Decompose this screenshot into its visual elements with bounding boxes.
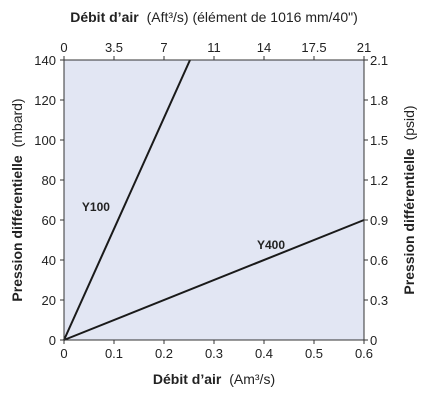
right-tick-label: 0.3: [370, 293, 388, 308]
left-tick-label: 0: [49, 333, 56, 348]
right-axis-title-bold: Pression différentielle: [401, 148, 417, 294]
top-tick-label: 7: [160, 40, 167, 55]
series-label-y400: Y400: [257, 238, 285, 252]
top-tick-label: 11: [207, 40, 221, 55]
left-tick-label: 20: [42, 293, 56, 308]
right-tick-label: 2.1: [370, 53, 388, 68]
top-axis-title-unit: (Aft³/s) (élément de 1016 mm/40"): [147, 9, 358, 25]
plot-area: [64, 60, 364, 340]
series-line-y100: [63, 59, 191, 341]
right-tick-label: 1.8: [370, 93, 388, 108]
series-line-y400: [63, 219, 365, 341]
bottom-tick-label: 0.4: [255, 346, 273, 361]
left-tick-label: 60: [42, 213, 56, 228]
bottom-tick-label: 0.6: [355, 346, 373, 361]
right-tick-label: 0.9: [370, 213, 388, 228]
bottom-axis-title-bold: Débit d’air: [153, 371, 222, 387]
left-axis-title-bold: Pression différentielle: [9, 155, 25, 301]
left-tick-label: 100: [34, 133, 56, 148]
left-tick-label: 140: [34, 53, 56, 68]
right-tick-label: 0: [370, 333, 377, 348]
bottom-tick-label: 0.1: [105, 346, 123, 361]
right-tick-label: 1.2: [370, 173, 388, 188]
bottom-axis-title-unit: (Am³/s): [229, 371, 275, 387]
bottom-tick-label: 0.2: [155, 346, 173, 361]
top-tick-label: 17.5: [301, 40, 326, 55]
bottom-tick-label: 0.3: [205, 346, 223, 361]
right-tick-label: 1.5: [370, 133, 388, 148]
top-tick-label: 3.5: [105, 40, 123, 55]
right-axis-title: Pression différentielle (psid): [401, 105, 417, 294]
series-layer: Y100 Y400: [63, 59, 365, 341]
right-tick-label: 0.6: [370, 253, 388, 268]
right-axis-title-unit: (psid): [401, 105, 417, 140]
top-tick-label: 21: [357, 40, 371, 55]
left-tick-label: 120: [34, 93, 56, 108]
left-tick-label: 80: [42, 173, 56, 188]
left-tick-label: 40: [42, 253, 56, 268]
bottom-tick-label: 0: [60, 346, 67, 361]
ticks-layer: 0 0.1 0.2 0.3 0.4 0.5 0.60 3.5 7 11 14 17.5 21020406…: [34, 40, 388, 361]
top-axis-title-bold: Débit d’air: [70, 9, 139, 25]
top-tick-label: 0: [60, 40, 67, 55]
series-label-y100: Y100: [82, 200, 110, 214]
bottom-axis-title: Débit d’air (Am³/s): [153, 371, 275, 387]
top-tick-label: 14: [257, 40, 271, 55]
top-axis-title: Débit d’air (Aft³/s) (élément de 1016 mm…: [70, 9, 358, 25]
left-axis-title-unit: (mbard): [9, 98, 25, 147]
bottom-tick-label: 0.5: [305, 346, 323, 361]
left-axis-title: Pression différentielle (mbard): [9, 98, 25, 301]
